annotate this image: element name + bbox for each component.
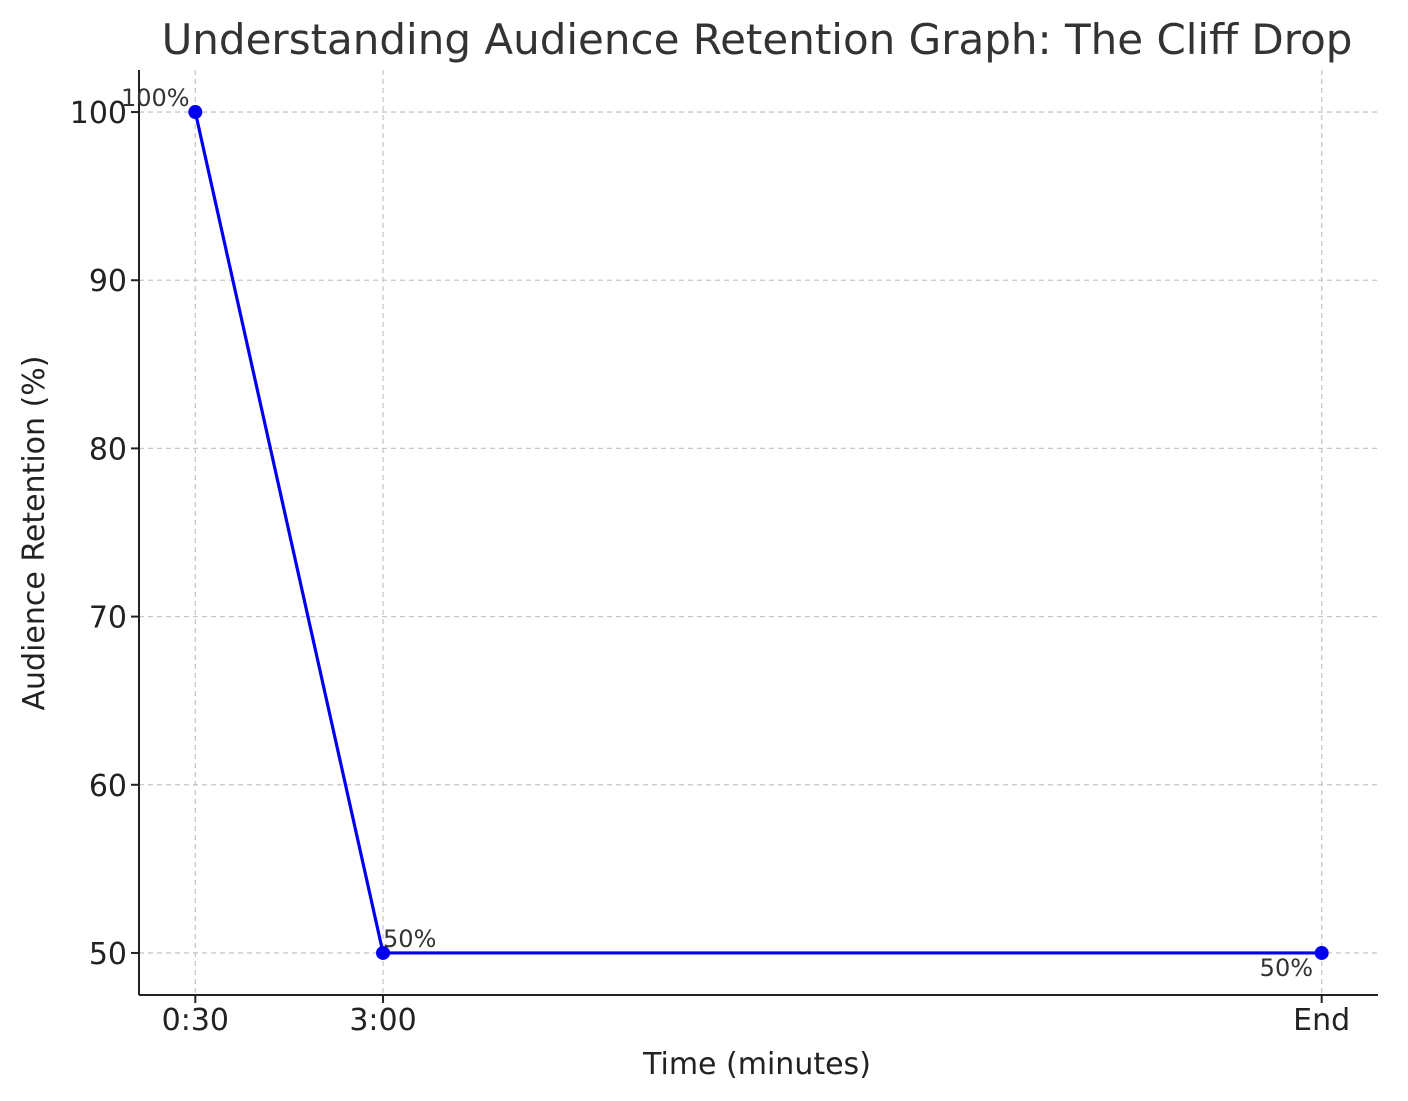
y-tick-label: 60 xyxy=(89,769,127,804)
data-point xyxy=(1314,945,1329,960)
y-tick-label: 70 xyxy=(89,601,127,636)
axes xyxy=(131,70,1378,1003)
data-point xyxy=(188,105,203,120)
data-label: 50% xyxy=(383,925,436,953)
chart-title: Understanding Audience Retention Graph: … xyxy=(162,15,1353,64)
grid-lines xyxy=(139,70,1378,995)
y-axis-label: Audience Retention (%) xyxy=(17,356,52,711)
y-tick-label: 50 xyxy=(89,937,127,972)
y-tick-label: 100 xyxy=(70,96,127,131)
retention-line xyxy=(193,111,1322,955)
data-points xyxy=(188,105,1329,960)
tick-labels: 50 60 70 80 90 100 0:30 3:00 End xyxy=(70,96,1350,1038)
x-tick-label: 3:00 xyxy=(349,1003,416,1038)
x-tick-label: 0:30 xyxy=(162,1003,229,1038)
series-line xyxy=(193,111,1322,955)
data-label: 100% xyxy=(121,84,190,112)
x-tick-label: End xyxy=(1293,1003,1350,1038)
data-labels: 100% 50% 50% xyxy=(121,84,1313,982)
y-tick-label: 80 xyxy=(89,432,127,467)
data-label: 50% xyxy=(1260,954,1313,982)
x-axis-label: Time (minutes) xyxy=(642,1047,871,1082)
y-tick-label: 90 xyxy=(89,264,127,299)
data-point xyxy=(376,945,391,960)
